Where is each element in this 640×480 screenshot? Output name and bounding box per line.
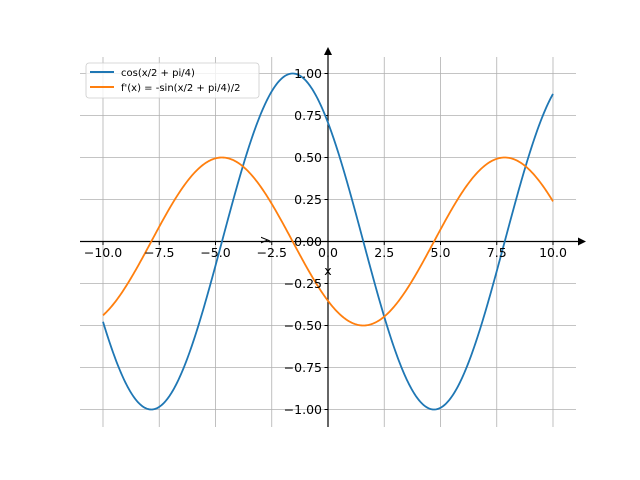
series-line-cos (102, 72, 554, 411)
legend-label-derivative: f'(x) = -sin(x/2 + pi/4)/2 (121, 83, 240, 94)
y-tick-label: 0.25 (294, 192, 322, 207)
y-tick-label: 0.00 (294, 234, 322, 249)
y-axis-arrow-icon (324, 47, 332, 55)
y-tick-label: 0.75 (294, 108, 322, 123)
x-tick-label: 7.5 (487, 245, 507, 260)
y-tick-label: 0.50 (294, 150, 322, 165)
series-line-dsin (102, 156, 554, 327)
legend: cos(x/2 + pi/4) f'(x) = -sin(x/2 + pi/4)… (85, 62, 260, 99)
y-tick-label: −0.25 (284, 276, 322, 291)
x-tick-label: −7.5 (144, 245, 174, 260)
y-tick-label: −0.50 (284, 318, 322, 333)
y-tick-label: −0.75 (284, 360, 322, 375)
x-tick-label: 5.0 (431, 245, 451, 260)
x-tick-label: 10.0 (539, 245, 567, 260)
x-tick-label: −2.5 (257, 245, 287, 260)
x-tick-label: 0.0 (318, 245, 338, 260)
y-tick-label: −1.00 (284, 402, 322, 417)
x-tick-label: 2.5 (374, 245, 394, 260)
x-tick-label: −10.0 (84, 245, 122, 260)
x-axis-label: x (324, 263, 331, 278)
x-tick-label: −5.0 (200, 245, 230, 260)
legend-box (85, 62, 260, 99)
y-tick-label: 1.00 (294, 66, 322, 81)
y-axis-label: y (256, 236, 271, 244)
tick-labels: −10.0 −7.5 −5.0 −2.5 0.0 2.5 5.0 7.5 10.0 −1.00 −0… (84, 66, 567, 417)
x-axis-arrow-icon (578, 237, 586, 246)
legend-label-cos: cos(x/2 + pi/4) (121, 68, 195, 79)
axes (80, 47, 586, 427)
series-lines (102, 72, 554, 411)
